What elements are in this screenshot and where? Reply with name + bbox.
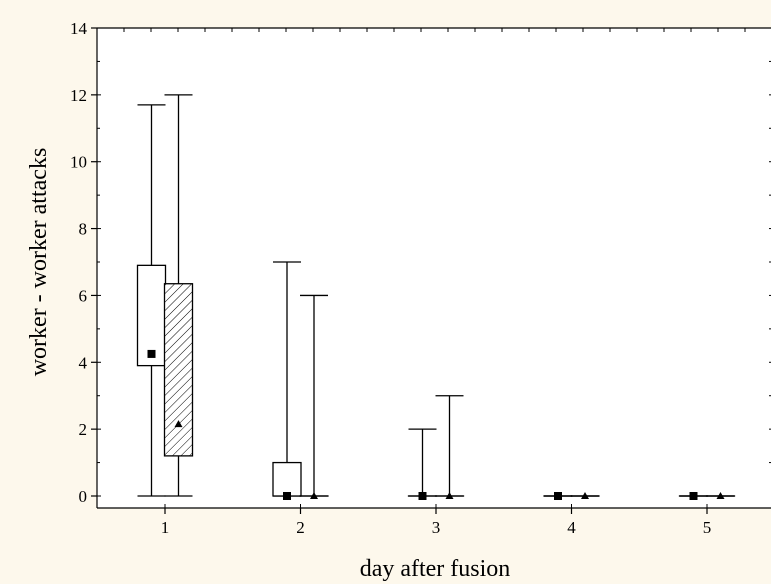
x-tick-label: 4 [567,518,576,537]
median-marker-triangle [716,492,725,499]
y-tick-label: 8 [79,220,88,239]
y-tick-label: 10 [70,153,87,172]
y-tick-label: 2 [79,420,88,439]
median-marker-square [283,492,291,500]
box-group [570,492,600,499]
median-marker-square [147,349,156,358]
box [163,283,194,457]
y-tick-label: 0 [79,487,88,506]
x-tick-label: 1 [161,518,170,537]
box [272,461,302,497]
median-marker-triangle [581,492,589,499]
box-group [272,261,302,500]
x-tick-label: 5 [703,518,712,537]
median-marker-triangle [445,492,454,499]
median-marker-square [418,492,427,500]
plot-area [97,28,771,508]
box-group [434,395,465,499]
median-marker-triangle [174,420,183,428]
box-group [299,294,329,499]
box [136,264,167,367]
x-tick-label: 2 [296,518,305,537]
y-tick-label: 12 [70,86,87,105]
y-tick-label: 14 [70,19,88,38]
x-axis-title: day after fusion [360,556,511,582]
box-group [136,104,167,497]
box-group [705,492,736,499]
y-tick-label: 6 [79,286,88,305]
box-group [163,94,194,497]
median-marker-square [689,492,698,500]
y-tick-label: 4 [79,353,88,372]
median-marker-square [554,492,562,500]
box-group [407,428,438,500]
y-axis-title: worker - worker attacks [26,148,52,377]
median-marker-triangle [310,492,318,499]
x-tick-label: 3 [432,518,441,537]
